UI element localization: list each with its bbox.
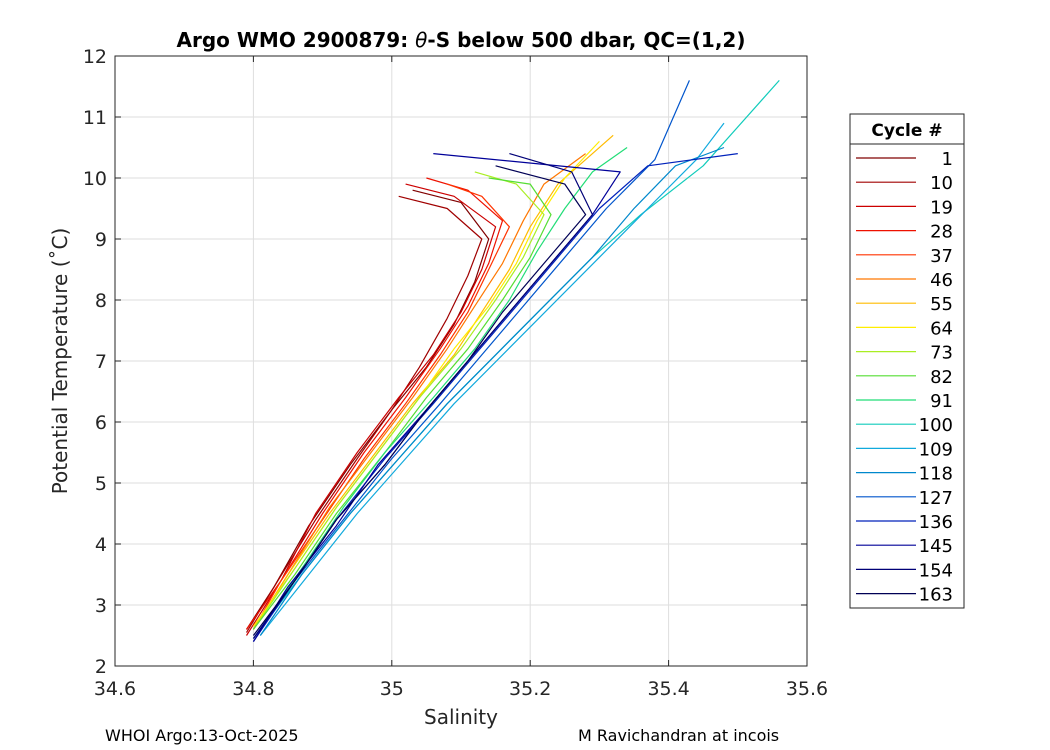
legend-box (849, 113, 965, 609)
theta-symbol: θ (415, 28, 427, 52)
series-line-cycle-91 (259, 147, 628, 630)
legend-label: 46 (930, 270, 953, 291)
legend-label: 55 (930, 294, 953, 315)
legend: Cycle # 1 10 19 28 37 46 55 64 73 82 91 100 109 118 12… (849, 113, 965, 609)
legend-entry: 118 (856, 464, 953, 485)
series-line-cycle-55 (252, 134, 614, 630)
legend-entry: 73 (856, 343, 953, 364)
legend-label: 73 (930, 343, 953, 364)
legend-entry: 10 (856, 173, 953, 194)
legend-entry: 64 (856, 318, 953, 339)
y-tick-label: 6 (95, 412, 107, 434)
legend-entry: 127 (856, 488, 953, 509)
x-tick-label: 35.4 (647, 678, 689, 700)
legend-entry: 109 (856, 439, 953, 460)
legend-label: 145 (919, 536, 953, 557)
legend-label: 19 (930, 197, 953, 218)
series-line-cycle-46 (252, 153, 586, 630)
chart-title-prefix: Argo WMO 2900879: (177, 28, 416, 52)
x-tick-label: 34.8 (232, 678, 274, 700)
legend-entry: 19 (856, 197, 953, 218)
x-tick-label: 35.2 (509, 678, 551, 700)
series-line-cycle-127 (252, 80, 690, 639)
footer-right: M Ravichandran at incois (578, 726, 780, 745)
y-tick-label: 8 (95, 290, 107, 312)
legend-label: 1 (942, 149, 953, 170)
legend-label: 10 (930, 173, 953, 194)
series-line-cycle-1 (245, 189, 490, 630)
legend-label: 118 (919, 464, 953, 485)
y-tick-label: 11 (83, 107, 107, 129)
chart-title-suffix: -S below 500 dbar, QC=(1,2) (427, 28, 745, 52)
legend-label: 64 (930, 318, 953, 339)
legend-entry: 82 (856, 367, 953, 388)
series-line-cycle-118 (259, 146, 725, 636)
legend-label: 28 (930, 222, 953, 243)
y-tick-label: 5 (95, 473, 107, 495)
y-tick-label: 3 (95, 595, 107, 617)
y-axis-label: Potential Temperature (˚C) (48, 228, 72, 495)
y-tick-label: 12 (83, 46, 107, 68)
legend-entry: 154 (856, 560, 953, 581)
x-axis-label: Salinity (424, 705, 498, 729)
legend-label: 154 (919, 560, 953, 581)
legend-entry: 145 (856, 536, 953, 557)
series-line-cycle-82 (252, 177, 552, 630)
x-tick-label: 35.6 (786, 678, 828, 700)
legend-entry: 163 (856, 585, 953, 606)
y-tick-label: 4 (95, 534, 107, 556)
legend-label: 136 (919, 512, 953, 533)
y-tick-label: 10 (83, 168, 107, 190)
series-layer (245, 80, 780, 642)
series-line-cycle-163 (252, 165, 587, 636)
x-tick-label: 34.6 (94, 678, 136, 700)
legend-entry: 1 (856, 149, 953, 170)
ticks: 34.6 34.8 35 35.2 35.4 35.6 2 3 4 5 6 7 8 9 10 11 12 (83, 46, 828, 700)
legend-entry: 55 (856, 294, 953, 315)
x-tick-label: 35 (380, 678, 404, 700)
legend-label: 100 (919, 415, 953, 436)
series-line-cycle-73 (252, 171, 545, 630)
series-line-cycle-19 (245, 183, 497, 636)
y-tick-label: 7 (95, 351, 107, 373)
legend-label: 82 (930, 367, 953, 388)
legend-label: 127 (919, 488, 953, 509)
legend-label: 37 (930, 246, 953, 267)
series-line-cycle-10 (245, 195, 483, 633)
legend-entry: 91 (856, 391, 953, 412)
series-line-cycle-109 (259, 122, 725, 636)
y-tick-label: 2 (95, 656, 107, 678)
legend-entry: 37 (856, 246, 953, 267)
legend-entry: 46 (856, 270, 953, 291)
legend-label: 109 (919, 439, 953, 460)
y-tick-label: 9 (95, 229, 107, 251)
series-line-cycle-28 (246, 177, 504, 630)
legend-label: 91 (930, 391, 953, 412)
legend-label: 163 (919, 585, 953, 606)
chart-title: Argo WMO 2900879: θ-S below 500 dbar, QC… (177, 28, 746, 52)
footer-left: WHOI Argo:13-Oct-2025 (105, 726, 299, 745)
legend-entry: 136 (856, 512, 953, 533)
legend-entry: 28 (856, 222, 953, 243)
legend-entry: 100 (856, 415, 953, 436)
legend-title: Cycle # (871, 121, 942, 141)
